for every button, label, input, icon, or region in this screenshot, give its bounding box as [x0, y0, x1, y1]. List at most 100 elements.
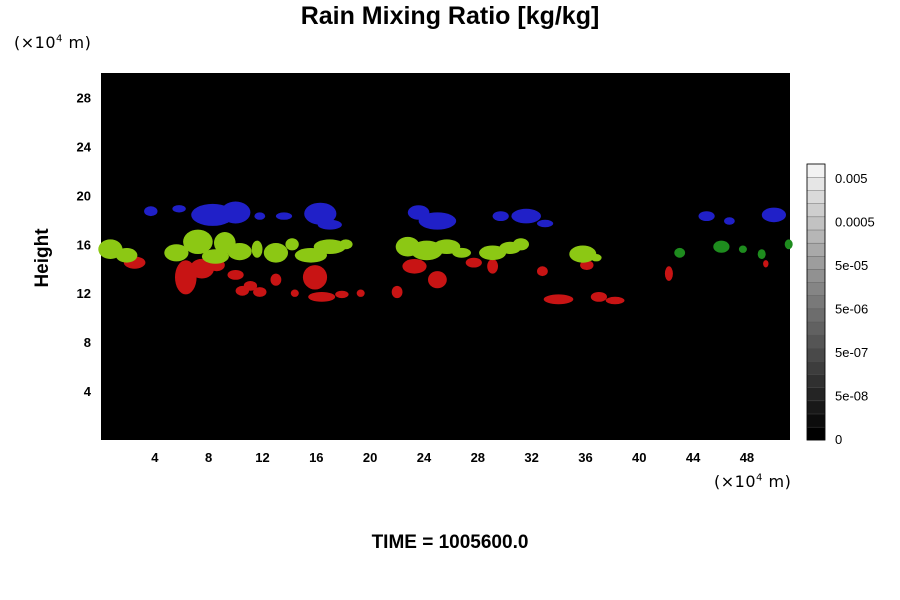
- x-tick-label: 28: [471, 450, 485, 465]
- rain-cell-red: [270, 273, 282, 286]
- colorbar-tick-label: 0.005: [835, 171, 868, 186]
- rain-cell-red: [590, 292, 608, 302]
- region-red: [123, 256, 769, 305]
- colorbar-tick-label: 5e-08: [835, 389, 868, 404]
- colorbar-swatch: [806, 374, 826, 388]
- y-tick-label: 28: [77, 90, 91, 105]
- rain-cell-darkgreen: [784, 239, 793, 250]
- rain-cell-green: [183, 229, 213, 254]
- y-tick-labels: 4 8 12 16 20 24 28: [77, 90, 92, 399]
- x-tick-label: 44: [686, 450, 701, 465]
- rain-cell-red: [537, 266, 548, 277]
- colorbar-tick-label: 0: [835, 432, 842, 447]
- colorbar-tick-label: 5e-06: [835, 302, 868, 317]
- colorbar-swatch: [806, 242, 826, 257]
- y-tick-label: 8: [84, 335, 91, 350]
- rain-cell-green: [115, 248, 138, 263]
- rain-cell-red: [391, 285, 403, 299]
- x-tick-label: 8: [205, 450, 212, 465]
- x-tick-label: 32: [524, 450, 538, 465]
- y-tick-label: 4: [84, 384, 92, 399]
- rain-cell-blue: [275, 212, 293, 220]
- rain-cell-green: [251, 240, 263, 258]
- x-tick-label: 12: [255, 450, 269, 465]
- rain-cell-blue: [317, 219, 342, 230]
- rain-cell-green: [313, 239, 346, 254]
- x-axis-unit: (×104 m): [714, 472, 792, 491]
- rain-cell-darkgreen: [674, 247, 686, 258]
- rain-cell-darkgreen: [738, 245, 747, 253]
- rain-cell-green: [164, 244, 189, 262]
- x-tick-label: 36: [578, 450, 592, 465]
- colorbar: 0 5e-08 5e-07 5e-06 5e-05 0.0005 0.005: [806, 163, 875, 447]
- colorbar-swatch: [806, 400, 826, 415]
- colorbar-frame: [806, 163, 826, 441]
- rain-cell-red: [402, 259, 427, 274]
- rain-cell-blue: [418, 212, 457, 230]
- rain-cell-blue: [172, 205, 186, 213]
- rain-cell-blue: [761, 207, 787, 223]
- colorbar-swatch: [806, 190, 826, 204]
- rain-cell-red: [543, 294, 574, 305]
- chart-title: Rain Mixing Ratio [kg/kg]: [300, 2, 600, 30]
- x-tick-labels: 4 8 12 16 20 24 28 32 36 40 44 48: [151, 450, 754, 465]
- colorbar-swatch: [806, 360, 826, 375]
- region-green: [98, 229, 602, 264]
- rain-cell-blue: [724, 217, 735, 225]
- rain-cell-darkgreen: [713, 240, 730, 253]
- rain-cell-green: [479, 245, 507, 261]
- x-tick-label: 40: [632, 450, 646, 465]
- region-darkgreen: [674, 239, 793, 259]
- y-tick-label: 24: [77, 139, 92, 154]
- rain-cell-blue: [220, 201, 251, 224]
- y-tick-label: 16: [77, 237, 91, 252]
- x-tick-label: 4: [151, 450, 159, 465]
- colorbar-swatch: [806, 268, 826, 283]
- colorbar-tick-label: 0.0005: [835, 215, 875, 230]
- rain-cell-blue: [537, 219, 554, 228]
- rain-cell-red: [356, 289, 365, 297]
- rain-cell-red: [253, 287, 267, 297]
- colorbar-swatch: [806, 334, 826, 349]
- colorbar-swatch: [806, 295, 826, 310]
- colorbar-swatch: [806, 229, 826, 244]
- time-label: TIME = 1005600.0: [371, 532, 529, 553]
- x-tick-label: 20: [363, 450, 377, 465]
- rain-cell-green: [590, 254, 602, 262]
- colorbar-swatch: [806, 413, 826, 428]
- rain-cell-red: [290, 289, 299, 297]
- rain-cell-blue: [144, 206, 158, 217]
- colorbar-swatch: [806, 282, 826, 296]
- rain-cell-green: [339, 239, 353, 250]
- colorbar-tick-label: 5e-07: [835, 345, 868, 360]
- rain-cell-blue: [304, 202, 337, 225]
- colorbar-tick-label: 5e-05: [835, 258, 868, 273]
- rain-cell-blue: [698, 211, 715, 222]
- rain-cell-red: [428, 271, 447, 289]
- colorbar-swatch: [806, 426, 826, 441]
- rain-cell-red: [308, 292, 336, 302]
- colorbar-swatch: [806, 347, 826, 362]
- x-tick-label: 24: [417, 450, 432, 465]
- rain-cell-blue: [492, 211, 509, 222]
- rain-cell-green: [452, 247, 471, 258]
- colorbar-swatch: [806, 308, 826, 323]
- rain-cell-red: [605, 296, 625, 305]
- rain-cell-green: [285, 238, 299, 251]
- rain-cell-red: [189, 258, 214, 279]
- rain-cell-red: [763, 260, 769, 268]
- colorbar-swatch: [806, 176, 826, 191]
- rain-cell-green: [263, 243, 288, 263]
- colorbar-swatch: [806, 321, 826, 336]
- rain-cell-red: [465, 257, 482, 268]
- rain-cell-red: [227, 270, 244, 280]
- rain-cell-green: [512, 238, 530, 251]
- rain-cell-red: [243, 281, 258, 291]
- rain-cell-red: [487, 259, 498, 274]
- rain-cell-red: [302, 265, 328, 290]
- rain-field-layers: [98, 201, 793, 305]
- rain-cell-blue: [511, 208, 541, 224]
- x-tick-label: 16: [309, 450, 323, 465]
- rain-cell-green: [227, 243, 252, 261]
